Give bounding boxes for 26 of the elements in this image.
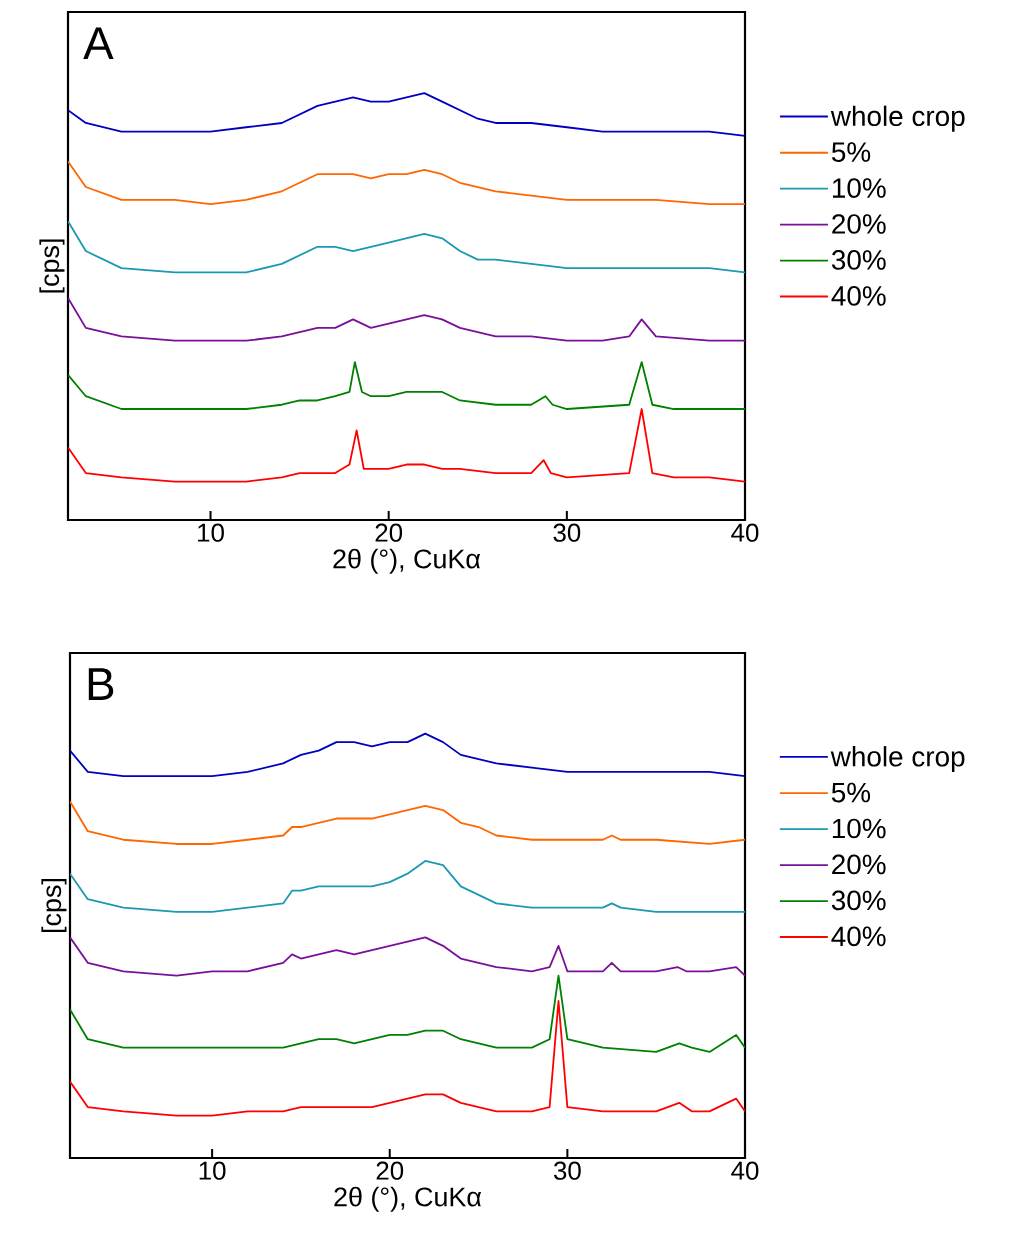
x-tick-label: 40 bbox=[731, 523, 759, 542]
x-tick-label: 20 bbox=[376, 1161, 404, 1180]
y-axis-title: [cps] bbox=[41, 879, 67, 932]
x-tick-label: 10 bbox=[199, 1161, 226, 1180]
y-axis-title: [cps] bbox=[39, 239, 65, 293]
x-tick-label: 30 bbox=[553, 1161, 581, 1180]
x-tick-label: 20 bbox=[375, 523, 403, 542]
legend-label: 20% bbox=[832, 214, 886, 234]
legend-label: 20% bbox=[832, 854, 886, 875]
legend-label: 10% bbox=[832, 178, 886, 198]
x-axis-title: 2θ (°), CuKα bbox=[334, 1186, 482, 1212]
x-tick-label: 40 bbox=[731, 1161, 759, 1180]
legend-label: 30% bbox=[831, 250, 886, 270]
legend-label: 5% bbox=[831, 142, 871, 162]
legend-label: whole crop bbox=[830, 746, 965, 773]
legend-label: 40% bbox=[831, 926, 886, 947]
legend-label: 10% bbox=[832, 818, 886, 839]
legend-label: whole crop bbox=[830, 105, 965, 132]
x-tick-label: 30 bbox=[553, 523, 581, 542]
legend-label: 30% bbox=[831, 890, 886, 911]
legend-label: 5% bbox=[831, 782, 871, 803]
legend-label: 40% bbox=[831, 286, 886, 306]
text: B bbox=[88, 668, 114, 700]
x-tick-label: 10 bbox=[198, 523, 224, 542]
x-axis-title: 2θ (°), CuKα bbox=[333, 548, 481, 574]
text: A bbox=[83, 27, 114, 59]
